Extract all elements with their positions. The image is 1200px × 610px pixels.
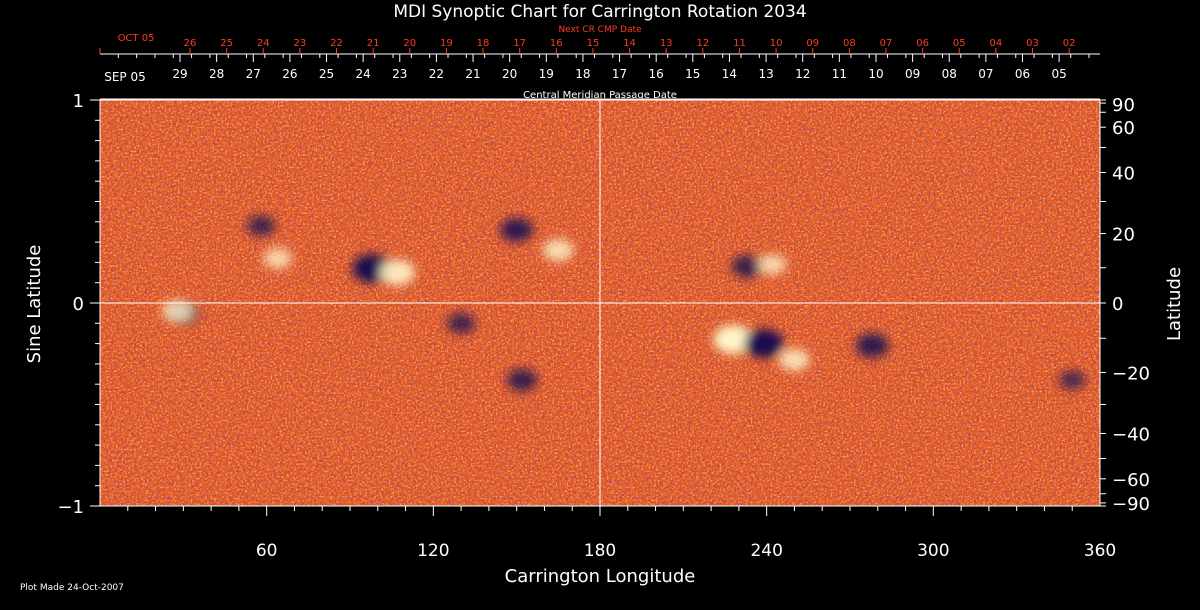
magnetic-region-negative <box>246 215 276 237</box>
x-tick-label: 240 <box>750 541 782 561</box>
cmp-date-label: 19 <box>539 67 554 81</box>
cmp-date-label: 13 <box>758 67 773 81</box>
magnetic-region-negative <box>855 333 889 358</box>
cmp-date-label: 10 <box>868 67 883 81</box>
cmp-date-label: 20 <box>502 67 517 81</box>
next-cr-start-label: OCT 05 <box>118 33 155 44</box>
cmp-date-label: 25 <box>319 67 334 81</box>
magnetic-region-negative <box>731 255 763 278</box>
cmp-date-label: 07 <box>978 67 993 81</box>
cmp-date-label: 08 <box>942 67 957 81</box>
y-tick-label-right: 90 <box>1112 95 1135 116</box>
magnetic-region-positive <box>779 348 810 372</box>
next-cr-date-label: 16 <box>550 38 563 49</box>
cmp-date-label: 17 <box>612 67 627 81</box>
cmp-date-label: 23 <box>392 67 407 81</box>
magnetic-region-negative <box>744 329 784 358</box>
y-axis-label-right: Latitude <box>1164 267 1185 341</box>
next-cr-date-label: 03 <box>1026 38 1039 49</box>
plot-made-label: Plot Made 24-Oct-2007 <box>20 583 124 593</box>
cmp-date-label: 26 <box>282 67 297 81</box>
next-cr-date-label: 10 <box>770 38 783 49</box>
cmp-date-label: 18 <box>575 67 590 81</box>
next-cr-date-label: 08 <box>843 38 856 49</box>
next-cr-date-label: 15 <box>587 38 600 49</box>
y-tick-label-right: 40 <box>1112 164 1135 185</box>
next-cr-date-label: 14 <box>623 38 636 49</box>
y-tick-label-right: 20 <box>1112 225 1135 246</box>
next-cr-date-label: 20 <box>403 38 416 49</box>
cmp-date-label: 06 <box>1015 67 1030 81</box>
next-cr-date-label: 13 <box>660 38 673 49</box>
x-tick-label: 300 <box>917 541 949 561</box>
cmp-date-label: 05 <box>1051 67 1066 81</box>
next-cr-date-label: 17 <box>513 38 526 49</box>
chart-title: MDI Synoptic Chart for Carrington Rotati… <box>393 2 806 22</box>
cmp-date-label: 16 <box>649 67 664 81</box>
y-tick-label-right: −90 <box>1112 494 1150 515</box>
cmp-date-label: 11 <box>832 67 847 81</box>
next-cr-date-label: 05 <box>953 38 966 49</box>
magnetic-region-positive <box>713 325 754 354</box>
x-tick-label: 120 <box>417 541 449 561</box>
magnetic-region-positive <box>757 254 787 275</box>
y-axis-label-left: Sine Latitude <box>24 245 45 364</box>
magnetic-region-positive <box>542 239 574 262</box>
magnetic-region-positive <box>162 299 194 323</box>
cmp-date-label: 22 <box>429 67 444 81</box>
y-tick-label-right: 60 <box>1112 118 1135 139</box>
next-cr-date-label: 07 <box>880 38 893 49</box>
next-cr-date-label: 26 <box>184 38 197 49</box>
cmp-date-label: 21 <box>465 67 480 81</box>
next-cr-date-label: 18 <box>477 38 490 49</box>
next-cr-axis-title: Next CR CMP Date <box>558 25 642 35</box>
y-tick-label-left: 1 <box>73 91 84 112</box>
next-cr-date-label: 19 <box>440 38 453 49</box>
next-cr-date-label: 24 <box>257 38 270 49</box>
cmp-date-label: 24 <box>356 67 371 81</box>
next-cr-date-label: 09 <box>806 38 819 49</box>
x-tick-label: 360 <box>1084 541 1116 561</box>
next-cr-date-label: 23 <box>294 38 307 49</box>
next-cr-date-label: 22 <box>330 38 343 49</box>
x-tick-label: 60 <box>256 541 278 561</box>
next-cr-date-label: 12 <box>696 38 709 49</box>
cmp-date-label: 09 <box>905 67 920 81</box>
cmp-date-label: 29 <box>172 67 187 81</box>
magnetic-region-negative <box>506 368 538 392</box>
y-tick-label-left: −1 <box>57 497 84 518</box>
next-cr-date-label: 06 <box>916 38 929 49</box>
magnetic-region-negative <box>1059 370 1086 390</box>
next-cr-date-label: 04 <box>989 38 1002 49</box>
magnetic-region-positive <box>263 247 293 269</box>
magnetic-region-negative <box>500 217 534 242</box>
x-axis-label: Carrington Longitude <box>505 566 696 587</box>
y-tick-label-right: 0 <box>1112 294 1123 315</box>
cmp-date-label: 15 <box>685 67 700 81</box>
y-tick-label-right: −20 <box>1112 363 1150 384</box>
next-cr-date-label: 25 <box>220 38 233 49</box>
x-tick-label: 180 <box>584 541 616 561</box>
y-tick-label-right: −40 <box>1112 424 1150 445</box>
cmp-date-label: 27 <box>246 67 261 81</box>
magnetic-region-positive <box>379 259 415 286</box>
next-cr-date-label: 21 <box>367 38 380 49</box>
y-tick-label-left: 0 <box>73 294 84 315</box>
next-cr-date-label: 02 <box>1063 38 1076 49</box>
cmp-date-label: 14 <box>722 67 737 81</box>
cmp-axis-title: Central Meridian Passage Date <box>523 90 677 101</box>
cmp-date-label: 28 <box>209 67 224 81</box>
magnetic-region-negative <box>446 312 476 334</box>
cmp-date-label: 12 <box>795 67 810 81</box>
y-tick-label-right: −60 <box>1112 470 1150 491</box>
cmp-start-label: SEP 05 <box>104 70 146 84</box>
next-cr-date-label: 11 <box>733 38 746 49</box>
